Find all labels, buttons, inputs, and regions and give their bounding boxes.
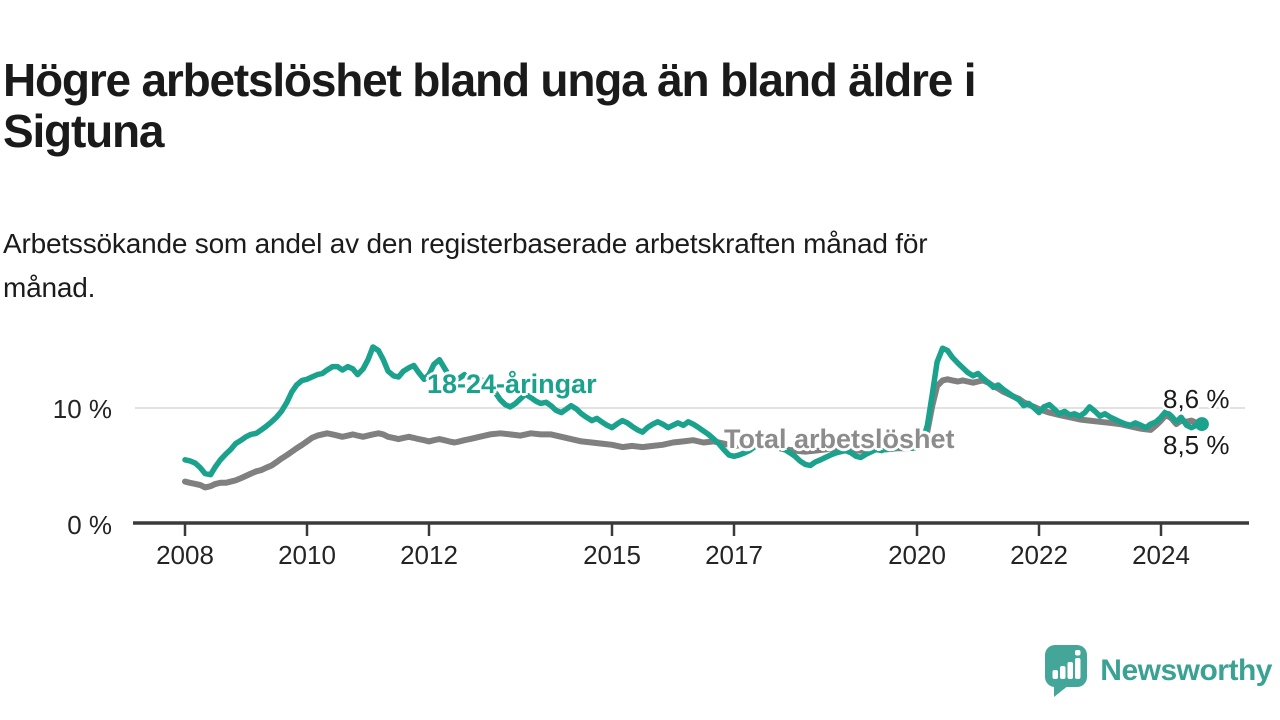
logo-bar-3 — [1067, 662, 1074, 679]
chart-subtitle: Arbetssökande som andel av den registerb… — [3, 222, 1213, 310]
page-title-line-1: Högre arbetslöshet bland unga än bland ä… — [3, 53, 977, 106]
series-label-youth: 18-24-åringar — [427, 369, 597, 399]
page-title-line-2: Sigtuna — [3, 104, 164, 157]
x-tick-label-2015: 2015 — [583, 540, 641, 570]
x-tick-label-2024: 2024 — [1132, 540, 1190, 570]
line-total — [182, 376, 1205, 491]
x-tick-label-2022: 2022 — [1010, 540, 1068, 570]
logo-exclamation-dot — [1075, 650, 1081, 656]
x-tick-label-2012: 2012 — [400, 540, 458, 570]
chart-subtitle-line-2: månad. — [3, 272, 96, 303]
logo-bar-1 — [1052, 670, 1059, 679]
x-tick-label-2017: 2017 — [705, 540, 763, 570]
logo-bubble-tail — [1054, 685, 1070, 697]
x-tick-label-2008: 2008 — [156, 540, 214, 570]
newsworthy-logo-icon — [1045, 645, 1088, 697]
end-dot-youth — [1194, 417, 1209, 432]
x-tick-label-2010: 2010 — [278, 540, 336, 570]
y-axis-label-0pct: 0 % — [67, 510, 112, 540]
brand-name: Newsworthy — [1100, 654, 1272, 687]
line-youth — [182, 344, 1205, 478]
chart-subtitle-line-1: Arbetssökande som andel av den registerb… — [3, 228, 928, 259]
logo-bar-2 — [1060, 666, 1066, 679]
series-label-total: Total arbetslöshet — [724, 424, 955, 454]
y-axis-label-10pct: 10 % — [52, 394, 112, 424]
logo-bubble — [1045, 645, 1088, 687]
x-tick-label-2020: 2020 — [888, 540, 946, 570]
end-value-label-total: 8,5 % — [1163, 430, 1230, 460]
end-value-label-youth: 8,6 % — [1163, 384, 1230, 414]
brand-footer: Newsworthy — [1044, 644, 1272, 698]
page-title: Högre arbetslöshet bland unga än bland ä… — [3, 53, 1213, 157]
logo-exclamation-bar — [1075, 658, 1081, 679]
